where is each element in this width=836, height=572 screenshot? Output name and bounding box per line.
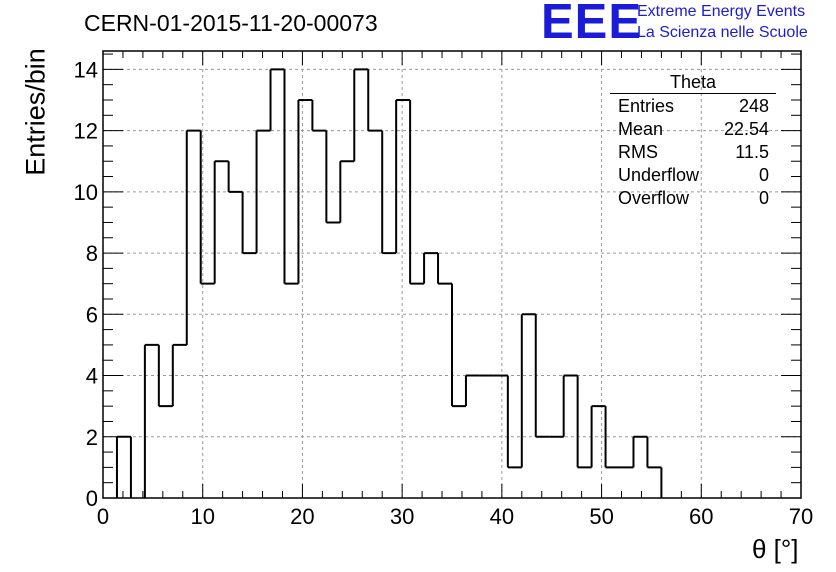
stats-row-underflow: Underflow 0 xyxy=(610,164,776,187)
histogram-bin xyxy=(464,374,480,407)
tick-labels: 0 10 20 30 40 50 60 70 0 2 4 6 8 10 12 14 xyxy=(74,57,814,529)
x-tick-label: 0 xyxy=(97,504,109,529)
y-tick-label: 4 xyxy=(86,364,98,389)
x-tick-label: 30 xyxy=(390,504,414,529)
histogram-bin xyxy=(325,130,341,224)
histogram-bin xyxy=(227,161,243,193)
histogram-bin xyxy=(646,436,662,469)
histogram-bin xyxy=(409,99,425,285)
y-tick-label: 10 xyxy=(74,180,98,205)
x-tick-label: 60 xyxy=(689,504,713,529)
x-tick-label: 10 xyxy=(190,504,214,529)
stat-value: 248 xyxy=(738,96,769,116)
histogram-bin xyxy=(395,98,411,254)
stat-value: 0 xyxy=(758,165,769,185)
plot-frame xyxy=(102,50,802,499)
stat-label: RMS xyxy=(618,142,658,162)
histogram-bin xyxy=(115,435,131,498)
histogram-bin xyxy=(269,68,285,131)
stats-row-rms: RMS 11.5 xyxy=(610,141,776,164)
histogram-bin xyxy=(171,343,187,407)
stats-row-overflow: Overflow 0 xyxy=(610,187,776,210)
stat-value: 0 xyxy=(758,188,769,208)
stat-label: Entries xyxy=(618,96,675,116)
chart-title: CERN-01-2015-11-20-00073 xyxy=(84,10,378,36)
y-axis-label: Entries/bin xyxy=(20,48,51,176)
stats-row-entries: Entries 248 xyxy=(610,95,776,118)
histogram-bin xyxy=(255,129,271,254)
x-tick-label: 70 xyxy=(789,504,813,529)
logo-line-1: Extreme Energy Events xyxy=(637,3,806,20)
x-tick-label: 20 xyxy=(290,504,314,529)
histogram-bin xyxy=(283,69,299,285)
stats-row-mean: Mean 22.54 xyxy=(610,118,776,141)
grid xyxy=(103,51,801,498)
stat-value: 22.54 xyxy=(723,119,769,139)
stat-value: 11.5 xyxy=(735,142,769,162)
x-tick-label: 40 xyxy=(490,504,514,529)
stats-box: Theta Entries 248 Mean 22.54 RMS 11.5 Un… xyxy=(610,72,776,210)
histogram-bin xyxy=(506,375,522,469)
histogram-bin xyxy=(199,130,215,285)
histogram-bin xyxy=(297,98,313,284)
histogram-bin xyxy=(437,253,452,285)
stats-title: Theta xyxy=(610,72,776,94)
histogram-bin xyxy=(339,160,355,223)
x-axis-label: θ [°] xyxy=(752,534,799,564)
histogram-bin xyxy=(534,314,550,438)
logo-line-2: La Scienza nelle Scuole xyxy=(637,24,808,41)
eee-logo-mark: EEE xyxy=(541,0,643,49)
stat-label: Underflow xyxy=(618,165,700,185)
histogram-bars xyxy=(115,68,663,498)
histogram-bin xyxy=(451,283,466,408)
histogram-bin xyxy=(381,130,397,255)
histogram-bin xyxy=(213,160,229,284)
y-tick-label: 8 xyxy=(86,241,98,266)
y-tick-label: 0 xyxy=(86,486,98,511)
y-tick-label: 2 xyxy=(86,425,98,450)
histogram-bin xyxy=(632,435,648,468)
histogram-bin xyxy=(157,344,173,408)
histogram-bin xyxy=(241,191,257,255)
histogram-bin xyxy=(353,68,369,162)
stat-label: Mean xyxy=(618,119,664,139)
y-tick-label: 14 xyxy=(74,57,98,82)
histogram-bin xyxy=(367,69,383,132)
histogram-bin xyxy=(604,406,620,469)
histogram-bin xyxy=(423,252,439,284)
histogram-bin xyxy=(576,375,592,469)
y-tick-label: 12 xyxy=(74,119,98,144)
y-tick-label: 6 xyxy=(86,302,98,327)
histogram-bin xyxy=(590,405,606,468)
histogram-bin xyxy=(185,129,201,345)
histogram-bin xyxy=(562,374,578,437)
histogram-bin xyxy=(520,313,536,468)
x-tick-label: 50 xyxy=(589,504,613,529)
histogram-bin xyxy=(311,99,327,132)
stat-label: Overflow xyxy=(618,188,690,208)
histogram-bin xyxy=(143,343,159,498)
